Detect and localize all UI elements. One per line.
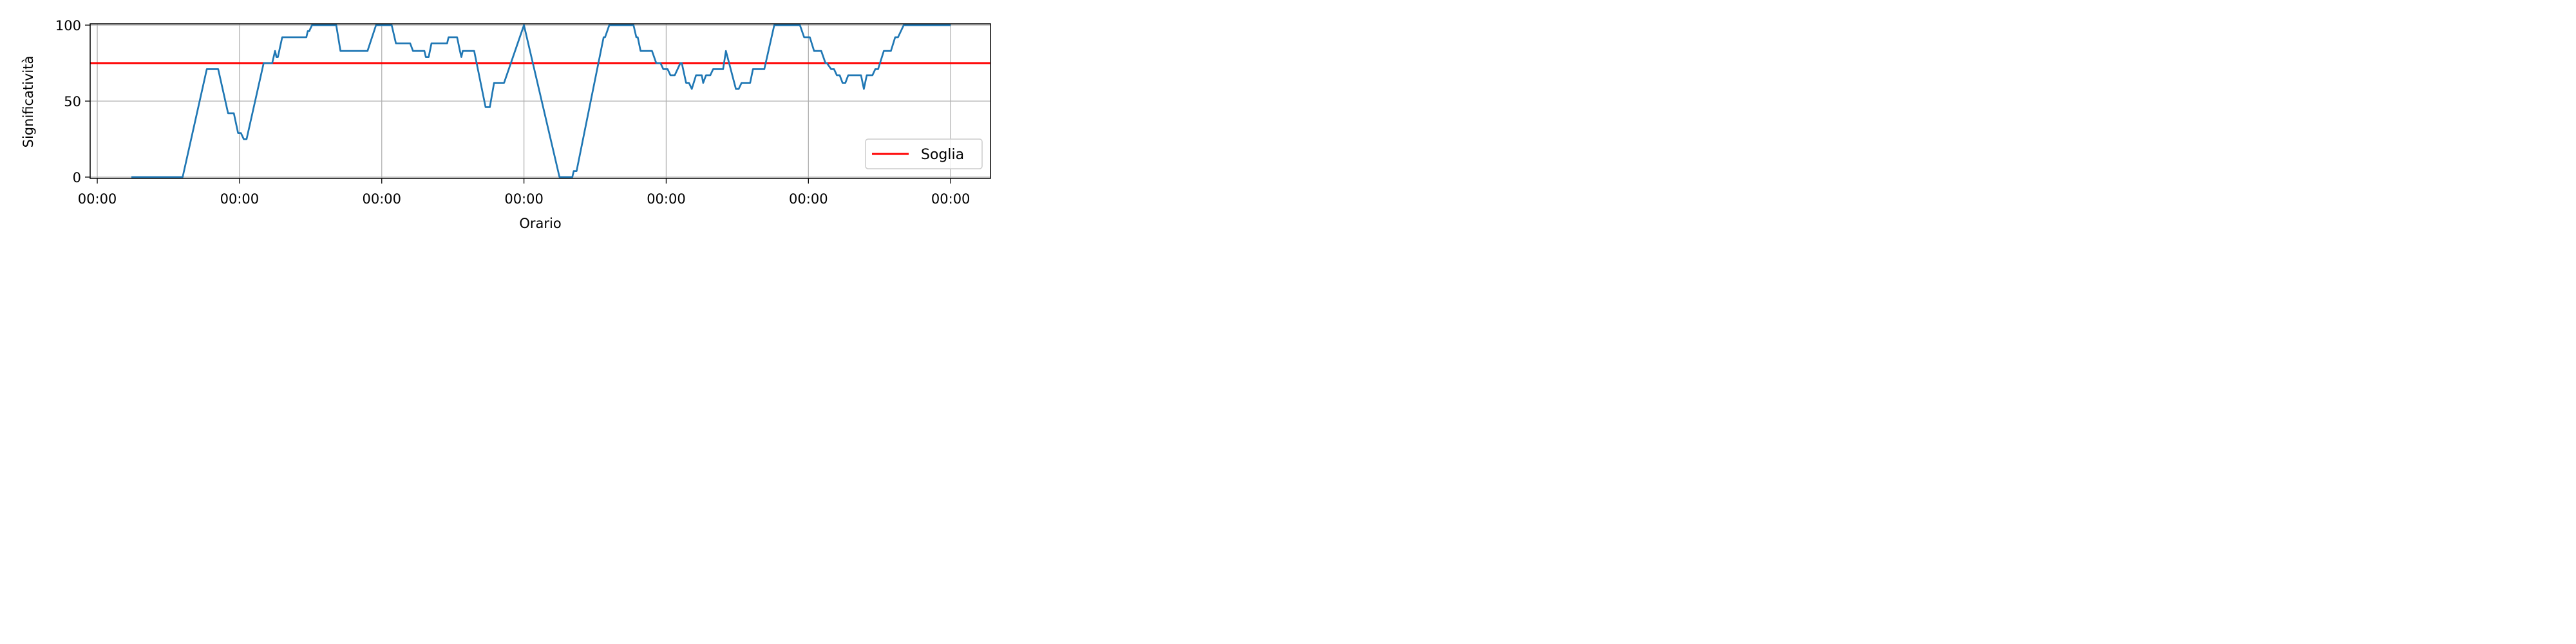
- chart-figure: 00:00 00:00 00:00 00:00 00:00 00:00 00:00 0 50 1…: [0, 0, 1010, 252]
- y-axis-label: Significatività: [21, 56, 36, 148]
- x-tick-label: 00:00: [504, 191, 544, 207]
- x-axis-label: Orario: [519, 216, 561, 231]
- series-line: [131, 24, 951, 178]
- legend: Soglia: [865, 138, 983, 169]
- x-tick-label: 00:00: [647, 191, 686, 207]
- legend-label: Soglia: [921, 147, 964, 163]
- grid-lines: [90, 24, 990, 178]
- x-tick-label: 00:00: [789, 191, 828, 207]
- x-tick-label: 00:00: [362, 191, 401, 207]
- x-tick-label: 00:00: [931, 191, 971, 207]
- y-tick-label: 100: [55, 18, 81, 33]
- y-tick-label: 0: [73, 170, 81, 185]
- legend-box: [865, 138, 983, 169]
- x-axis: 00:00 00:00 00:00 00:00 00:00 00:00 00:00: [78, 178, 971, 207]
- x-tick-label: 00:00: [220, 191, 260, 207]
- x-tick-label: 00:00: [78, 191, 117, 207]
- y-axis: 0 50 100: [55, 18, 90, 185]
- y-tick-label: 50: [64, 94, 81, 109]
